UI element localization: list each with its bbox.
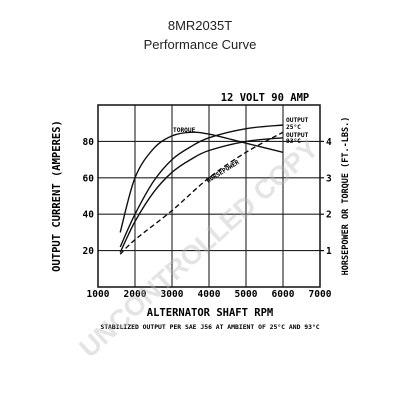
series-line-output-93-c: [119, 137, 284, 253]
y-tick-label: 40: [83, 210, 95, 221]
chart-footnote: STABILIZED OUTPUT PER SAE J56 AT AMBIENT…: [100, 323, 319, 331]
x-tick-label: 7000: [309, 289, 332, 300]
x-tick-label: 1000: [87, 289, 110, 300]
chart-series: [119, 124, 284, 255]
output-93c-temp-label: 93°C: [286, 137, 301, 145]
torque-curve-label: TORQUE: [173, 127, 196, 134]
output-25c-temp-label: 25°C: [286, 123, 301, 131]
plot-frame: [97, 104, 321, 288]
y-axis-label: OUTPUT CURRENT (AMPERES): [51, 120, 63, 272]
horsepower-curve-label: HORSEPOWER: [205, 159, 241, 185]
output-25c-curve-label: OUTPUT: [286, 117, 309, 124]
y-tick-label: 80: [83, 137, 95, 148]
series-line-horsepower: [119, 131, 284, 255]
output-93c-curve-label: OUTPUT: [286, 132, 309, 139]
y-tick-label: 20: [83, 246, 95, 257]
model-title: 8MR2035T: [167, 18, 233, 33]
y2-tick-label: 1: [326, 246, 332, 257]
x-axis-label: ALTERNATOR SHAFT RPM: [147, 307, 273, 319]
y2-tick-label: 2: [326, 210, 332, 221]
chart-subtitle: Performance Curve: [143, 37, 257, 52]
chart-ticks: 1000 2000 3000 4000 5000 6000 7000 20 40 60 80 1 2 3 4: [83, 137, 332, 300]
chart-title: 12 VOLT 90 AMP: [221, 92, 310, 104]
x-tick-label: 5000: [235, 289, 258, 300]
y-tick-label: 60: [83, 173, 95, 184]
series-line-output-25-c: [119, 124, 284, 248]
y2-tick-label: 3: [326, 173, 332, 184]
y2-axis-label: HORSEPOWER OR TORQUE (FT.-LBS.): [341, 117, 351, 276]
x-tick-label: 4000: [198, 289, 221, 300]
x-tick-label: 3000: [161, 289, 184, 300]
x-tick-label: 2000: [124, 289, 147, 300]
x-tick-label: 6000: [272, 289, 295, 300]
y2-tick-label: 4: [326, 137, 332, 148]
